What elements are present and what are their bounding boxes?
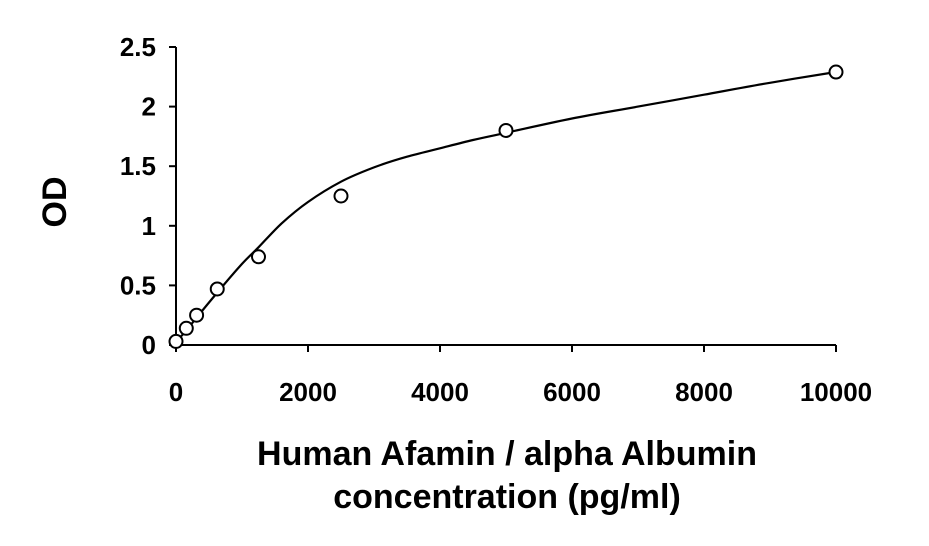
data-point — [251, 249, 266, 265]
x-axis-title-line-2: concentration (pg/ml) — [333, 478, 681, 516]
fit-curve-line — [175, 70, 837, 343]
data-point — [189, 307, 205, 323]
y-tick-label: 1 — [142, 211, 156, 241]
data-point — [333, 188, 349, 204]
x-tick-label: 6000 — [543, 377, 601, 407]
y-tick-label: 2.5 — [120, 32, 156, 62]
x-tick-label: 4000 — [411, 377, 469, 407]
data-point — [828, 64, 844, 80]
data-point — [178, 320, 194, 336]
y-tick-label: 0.5 — [120, 270, 156, 300]
data-point — [168, 333, 184, 349]
y-tick-label: 1.5 — [120, 151, 156, 181]
x-tick-label: 0 — [169, 377, 183, 407]
y-axis-title: OD — [36, 177, 74, 228]
y-tick-label: 2 — [142, 92, 156, 122]
x-tick-label: 10000 — [800, 377, 872, 407]
x-tick-label: 8000 — [675, 377, 733, 407]
data-point — [209, 281, 225, 297]
plot-area: 0 0.5 1 1.5 2 2.5 0 2000 4000 6000 8000 10000 — [120, 32, 872, 407]
y-tick-label: 0 — [142, 330, 156, 360]
data-point — [498, 122, 514, 138]
x-tick-label: 2000 — [279, 377, 337, 407]
x-axis-title-line-1: Human Afamin / alpha Albumin — [257, 435, 757, 473]
